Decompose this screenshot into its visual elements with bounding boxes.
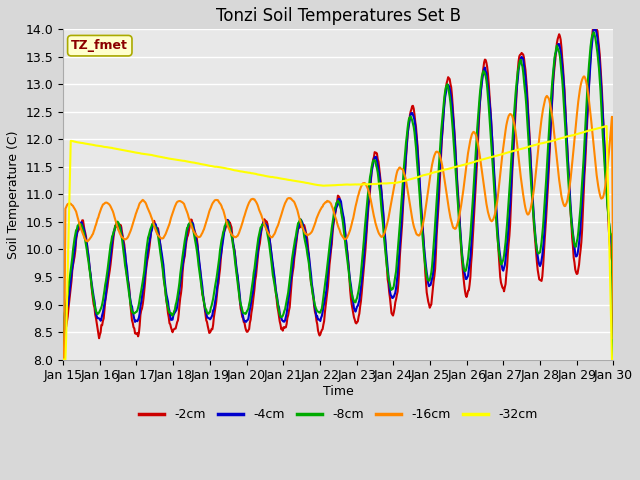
X-axis label: Time: Time (323, 385, 354, 398)
Title: Tonzi Soil Temperatures Set B: Tonzi Soil Temperatures Set B (216, 7, 461, 25)
Text: TZ_fmet: TZ_fmet (71, 39, 128, 52)
Legend: -2cm, -4cm, -8cm, -16cm, -32cm: -2cm, -4cm, -8cm, -16cm, -32cm (134, 403, 543, 426)
Y-axis label: Soil Temperature (C): Soil Temperature (C) (7, 130, 20, 259)
